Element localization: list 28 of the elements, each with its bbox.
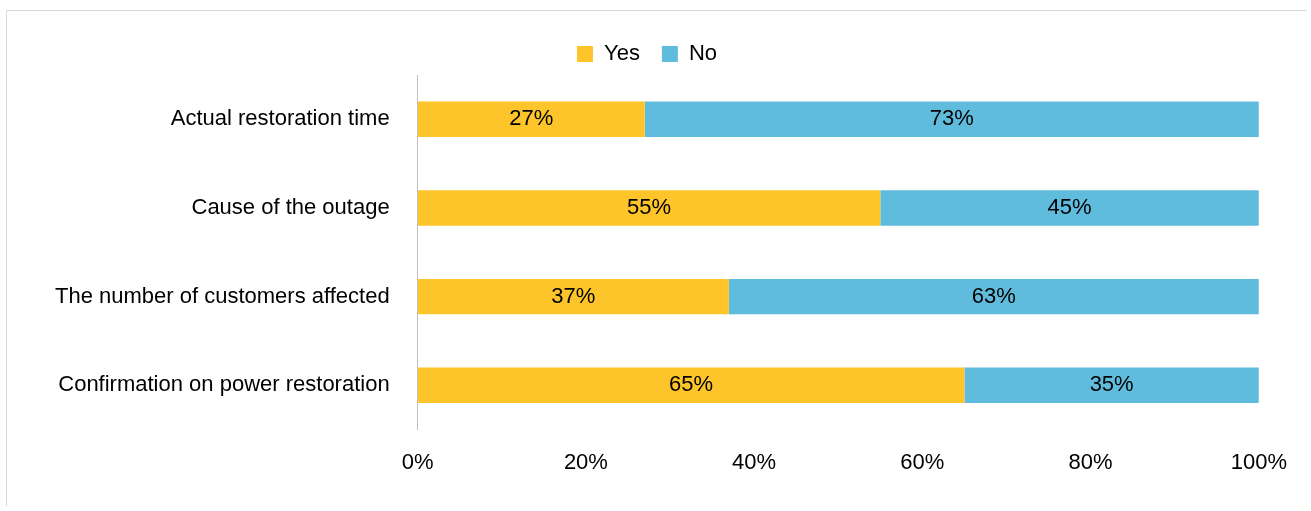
y-tick-label: Cause of the outage	[191, 194, 390, 220]
bar	[417, 190, 881, 226]
y-tick-label: Confirmation on power restoration	[58, 371, 390, 397]
y-tick-label: Actual restoration time	[170, 105, 390, 131]
bar	[728, 278, 1259, 315]
legend-label: No	[688, 40, 718, 66]
x-tick-label: 100%	[1230, 448, 1288, 474]
bar	[880, 190, 1259, 226]
bar	[964, 367, 1259, 404]
data-label: 35%	[1089, 371, 1134, 397]
bar	[417, 278, 729, 315]
data-label: 73%	[929, 105, 974, 131]
bar	[417, 101, 645, 138]
x-tick-label: 40%	[732, 448, 777, 474]
data-label: 27%	[509, 105, 554, 131]
bar	[644, 101, 1259, 138]
x-tick-label: 80%	[1068, 448, 1113, 474]
y-tick-label: The number of customers affected	[55, 282, 390, 308]
data-label: 45%	[1047, 194, 1092, 220]
legend-label: Yes	[603, 40, 640, 66]
bar	[417, 367, 965, 404]
x-tick-label: 0%	[401, 448, 434, 474]
x-tick-label: 60%	[900, 448, 945, 474]
x-tick-label: 20%	[563, 448, 608, 474]
data-label: 55%	[626, 194, 672, 220]
data-label: 65%	[669, 371, 714, 397]
data-label: 37%	[551, 282, 596, 308]
data-label: 63%	[971, 282, 1016, 308]
